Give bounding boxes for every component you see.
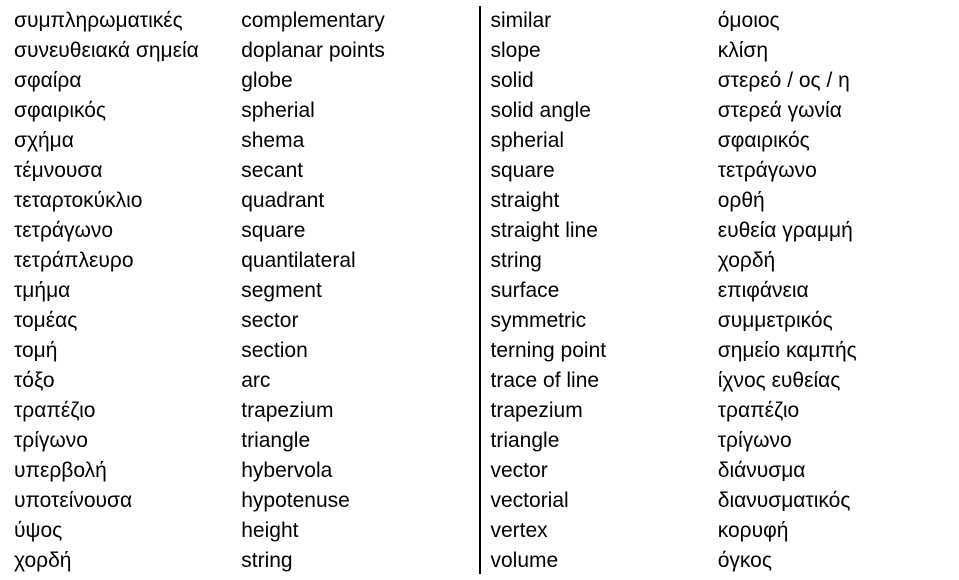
term-english: volume	[491, 546, 718, 576]
term-greek: τομή	[14, 336, 241, 366]
term-greek: συνευθειακά σημεία	[14, 36, 241, 66]
term-greek: συμμετρικός	[718, 306, 945, 336]
term-english: solid angle	[491, 96, 718, 126]
term-english: vector	[491, 456, 718, 486]
term-greek: τραπέζιο	[718, 396, 945, 426]
term-english: hybervola	[241, 456, 468, 486]
term-greek: τόξο	[14, 366, 241, 396]
term-english: slope	[491, 36, 718, 66]
term-english: square	[491, 156, 718, 186]
term-greek: τραπέζιο	[14, 396, 241, 426]
term-greek: υποτείνουσα	[14, 486, 241, 516]
term-greek: διανυσματικός	[718, 486, 945, 516]
term-english: trapezium	[241, 396, 468, 426]
term-english: symmetric	[491, 306, 718, 336]
vertical-separator	[479, 6, 481, 574]
term-english: sector	[241, 306, 468, 336]
term-greek: σημείο καμπής	[718, 336, 945, 366]
term-english: spherial	[491, 126, 718, 156]
term-english: complementary	[241, 6, 468, 36]
column-right-english: similarslopesolidsolid anglespherialsqua…	[491, 6, 718, 574]
term-greek: κλίση	[718, 36, 945, 66]
term-english: square	[241, 216, 468, 246]
term-english: arc	[241, 366, 468, 396]
term-greek: σχήμα	[14, 126, 241, 156]
term-greek: χορδή	[718, 246, 945, 276]
term-greek: τέμνουσα	[14, 156, 241, 186]
term-english: vertex	[491, 516, 718, 546]
term-greek: τρίγωνο	[14, 426, 241, 456]
term-greek: ορθή	[718, 186, 945, 216]
term-english: segment	[241, 276, 468, 306]
term-greek: τρίγωνο	[718, 426, 945, 456]
term-greek: ίχνος ευθείας	[718, 366, 945, 396]
term-greek: ύψος	[14, 516, 241, 546]
term-english: triangle	[491, 426, 718, 456]
term-greek: υπερβολή	[14, 456, 241, 486]
term-english: straight	[491, 186, 718, 216]
term-greek: στερεό / ος / η	[718, 66, 945, 96]
term-english: height	[241, 516, 468, 546]
term-english: terning point	[491, 336, 718, 366]
term-greek: τεταρτοκύκλιο	[14, 186, 241, 216]
term-greek: σφαίρα	[14, 66, 241, 96]
term-greek: συμπληρωματικές	[14, 6, 241, 36]
term-english: section	[241, 336, 468, 366]
term-greek: τετράπλευρο	[14, 246, 241, 276]
term-greek: χορδή	[14, 546, 241, 576]
term-english: spherial	[241, 96, 468, 126]
term-english: solid	[491, 66, 718, 96]
term-greek: σφαιρικός	[14, 96, 241, 126]
term-english: secant	[241, 156, 468, 186]
term-english: straight line	[491, 216, 718, 246]
column-left-english: complementarydoplanar pointsglobespheria…	[241, 6, 468, 574]
column-right-greek: όμοιοςκλίσηστερεό / ος / ηστερεά γωνίασφ…	[718, 6, 945, 574]
term-english: trace of line	[491, 366, 718, 396]
term-greek: τομέας	[14, 306, 241, 336]
term-greek: στερεά γωνία	[718, 96, 945, 126]
term-greek: κορυφή	[718, 516, 945, 546]
term-english: similar	[491, 6, 718, 36]
term-greek: διάνυσμα	[718, 456, 945, 486]
term-greek: τετράγωνο	[14, 216, 241, 246]
term-english: shema	[241, 126, 468, 156]
term-greek: επιφάνεια	[718, 276, 945, 306]
term-greek: ευθεία γραμμή	[718, 216, 945, 246]
term-english: vectorial	[491, 486, 718, 516]
term-english: hypotenuse	[241, 486, 468, 516]
term-greek: τετράγωνο	[718, 156, 945, 186]
term-english: string	[491, 246, 718, 276]
term-english: trapezium	[491, 396, 718, 426]
column-left-greek: συμπληρωματικέςσυνευθειακά σημείασφαίρασ…	[14, 6, 241, 574]
term-english: string	[241, 546, 468, 576]
term-english: quantilateral	[241, 246, 468, 276]
term-english: triangle	[241, 426, 468, 456]
term-english: surface	[491, 276, 718, 306]
term-greek: όμοιος	[718, 6, 945, 36]
term-greek: όγκος	[718, 546, 945, 576]
term-english: globe	[241, 66, 468, 96]
term-greek: τμήμα	[14, 276, 241, 306]
term-greek: σφαιρικός	[718, 126, 945, 156]
term-english: quadrant	[241, 186, 468, 216]
term-english: doplanar points	[241, 36, 468, 66]
glossary-page: συμπληρωματικέςσυνευθειακά σημείασφαίρασ…	[0, 0, 959, 580]
